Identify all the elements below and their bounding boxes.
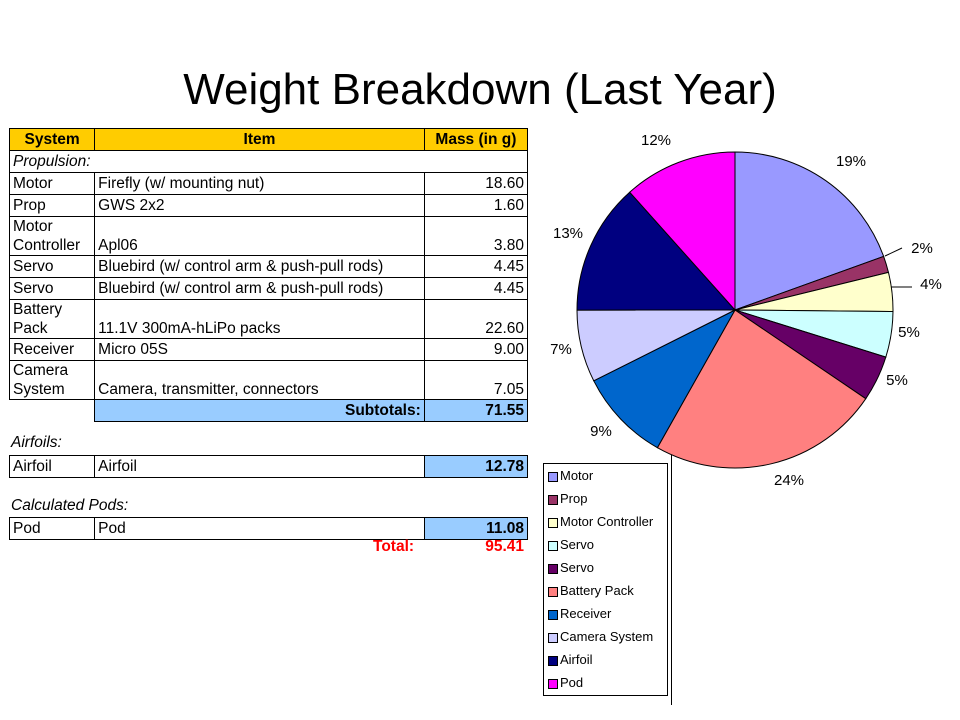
pie-data-label: 13% bbox=[553, 225, 583, 242]
pie-slice-airfoil bbox=[576, 191, 737, 311]
pie-leader-line bbox=[884, 247, 903, 257]
pie-slice-pod bbox=[628, 151, 736, 312]
legend-swatch bbox=[548, 518, 558, 528]
pie-data-label: 5% bbox=[886, 372, 908, 389]
table-row: Motor Controller Apl06 3.80 bbox=[8, 216, 529, 256]
subtotal-row: Subtotals: 71.55 bbox=[9, 399, 529, 422]
pod-item: Pod bbox=[94, 517, 425, 540]
row-mass: 9.00 bbox=[423, 338, 529, 361]
legend-swatch bbox=[548, 472, 558, 482]
legend-label: Receiver bbox=[560, 606, 612, 621]
total-label: Total: bbox=[373, 538, 415, 555]
legend-label: Airfoil bbox=[560, 652, 593, 667]
subtotal-value: 71.55 bbox=[423, 399, 529, 422]
airfoil-system: Airfoil bbox=[8, 455, 96, 478]
row-system: Servo bbox=[8, 255, 96, 278]
subtotal-label: Subtotals: bbox=[94, 399, 425, 422]
pie-data-label: 12% bbox=[641, 132, 671, 149]
legend-label: Motor bbox=[560, 468, 594, 483]
total-value: 95.41 bbox=[485, 538, 524, 555]
pie-data-label: 7% bbox=[550, 341, 572, 358]
row-system: Servo bbox=[8, 277, 96, 300]
legend-swatch bbox=[548, 564, 558, 574]
row-mass: 22.60 bbox=[423, 299, 529, 339]
row-item: Apl06 bbox=[94, 216, 425, 256]
legend-label: Prop bbox=[560, 491, 588, 506]
legend-swatch bbox=[548, 495, 558, 505]
chart-legend: Motor Prop Motor Controller Servo Servo Batte… bbox=[543, 463, 668, 696]
divider-line bbox=[671, 455, 672, 705]
legend-label: Motor Controller bbox=[560, 514, 654, 529]
row-mass: 1.60 bbox=[423, 194, 529, 217]
pie-data-label: 2% bbox=[911, 240, 933, 257]
pie-data-label: 9% bbox=[590, 423, 612, 440]
legend-swatch bbox=[548, 679, 558, 689]
row-system: Camera System bbox=[8, 360, 96, 400]
table-header-row: System Item Mass (in g) bbox=[8, 128, 529, 151]
row-item: Bluebird (w/ control arm & push-pull rod… bbox=[94, 255, 425, 278]
legend-swatch bbox=[548, 656, 558, 666]
table-row: Prop GWS 2x2 1.60 bbox=[8, 194, 529, 217]
row-system-line1: Battery bbox=[13, 301, 63, 318]
row-item: Camera, transmitter, connectors bbox=[94, 360, 425, 400]
pod-system: Pod bbox=[8, 517, 96, 540]
table-row: Pod Pod 11.08 bbox=[8, 517, 529, 540]
row-mass: 3.80 bbox=[423, 216, 529, 256]
pie-data-label: 4% bbox=[920, 276, 942, 293]
row-mass: 4.45 bbox=[423, 277, 529, 300]
row-system: Motor Controller bbox=[8, 216, 96, 256]
legend-label: Camera System bbox=[560, 629, 654, 644]
pod-mass: 11.08 bbox=[423, 517, 529, 540]
row-system-line2: Controller bbox=[13, 237, 81, 254]
legend-swatch bbox=[548, 633, 558, 643]
airfoil-item: Airfoil bbox=[94, 455, 425, 478]
pie-data-label: 19% bbox=[836, 153, 866, 170]
legend-label: Servo bbox=[560, 560, 594, 575]
legend-swatch bbox=[548, 587, 558, 597]
table-row: Camera System Camera, transmitter, connect… bbox=[8, 360, 529, 400]
page-title: Weight Breakdown (Last Year) bbox=[183, 65, 777, 114]
pie-data-label: 24% bbox=[774, 472, 804, 489]
pods-label: Calculated Pods: bbox=[11, 497, 129, 514]
row-system: Motor bbox=[8, 172, 96, 195]
legend-label: Servo bbox=[560, 537, 594, 552]
row-mass: 18.60 bbox=[423, 172, 529, 195]
row-system-line2: System bbox=[13, 381, 65, 398]
weight-table: System Item Mass (in g) Propulsion: Moto… bbox=[8, 128, 529, 422]
legend-label: Battery Pack bbox=[560, 583, 634, 598]
legend-label: Pod bbox=[560, 675, 584, 690]
legend-swatch bbox=[548, 610, 558, 620]
pie-slice-motor bbox=[734, 151, 885, 311]
row-mass: 7.05 bbox=[423, 360, 529, 400]
airfoils-label: Airfoils: bbox=[11, 434, 62, 451]
table-row: Servo Bluebird (w/ control arm & push-pul… bbox=[8, 277, 529, 300]
airfoil-table: Airfoil Airfoil 12.78 bbox=[8, 455, 529, 478]
row-mass: 4.45 bbox=[423, 255, 529, 278]
pie-slice-receiver bbox=[593, 308, 737, 449]
row-item: Bluebird (w/ control arm & push-pull rod… bbox=[94, 277, 425, 300]
row-item: 11.1V 300mA-hLiPo packs bbox=[94, 299, 425, 339]
legend-swatch bbox=[548, 541, 558, 551]
row-system-line2: Pack bbox=[13, 320, 48, 337]
row-system-line1: Motor bbox=[13, 218, 53, 235]
row-system: Prop bbox=[8, 194, 96, 217]
airfoil-mass: 12.78 bbox=[423, 455, 529, 478]
pie-slice-battery-pack bbox=[656, 309, 867, 469]
table-row: Motor Firefly (w/ mounting nut) 18.60 bbox=[8, 172, 529, 195]
row-system: Receiver bbox=[8, 338, 96, 361]
table-row: Airfoil Airfoil 12.78 bbox=[8, 455, 529, 478]
row-system-line1: Camera bbox=[13, 362, 69, 379]
table-row: Receiver Micro 05S 9.00 bbox=[8, 338, 529, 361]
pod-table: Pod Pod 11.08 bbox=[8, 517, 529, 540]
header-item: Item bbox=[94, 128, 425, 151]
pie-data-label: 5% bbox=[898, 324, 920, 341]
table-row: Servo Bluebird (w/ control arm & push-pul… bbox=[8, 255, 529, 278]
